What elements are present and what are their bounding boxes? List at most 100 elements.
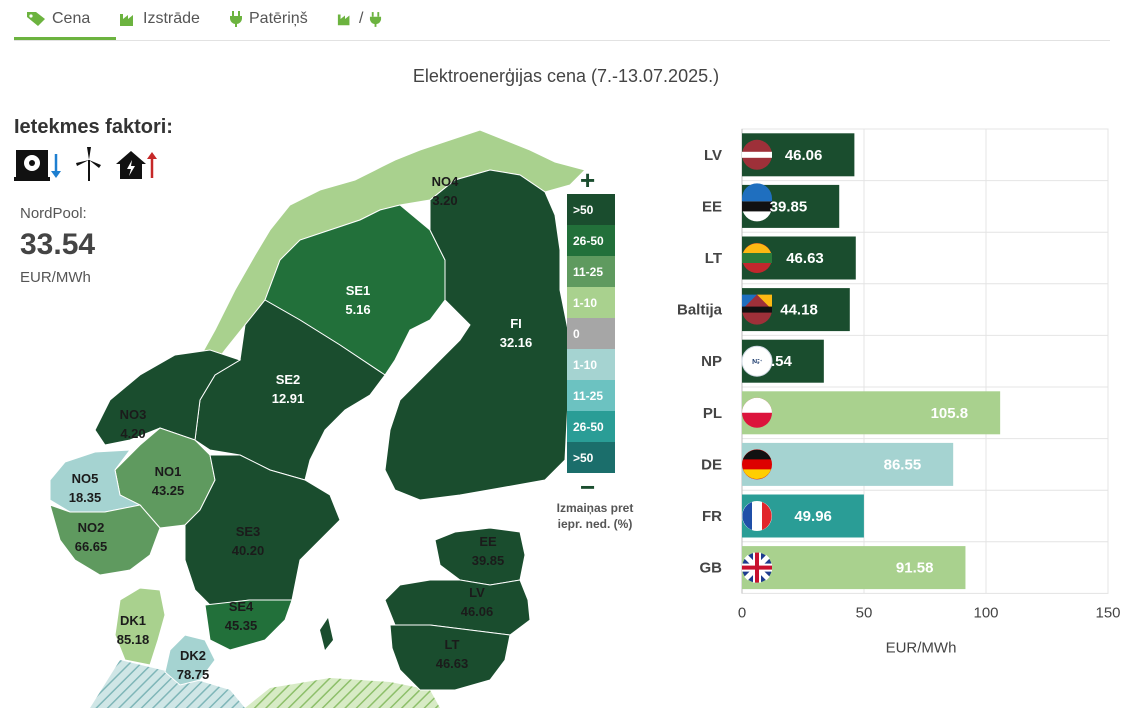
region-value-lt: 46.63 (436, 656, 469, 671)
flag-stripe (742, 201, 772, 212)
legend-item: 1-10 (567, 287, 615, 318)
house-demand-up-icon (116, 151, 157, 179)
region-value-no4: 3.20 (432, 193, 457, 208)
bar-value-label: 46.63 (786, 250, 824, 267)
nordpool-label: NordPool: (20, 205, 87, 222)
region-code-ee: EE (479, 534, 497, 549)
legend-item: 11-25 (567, 256, 615, 287)
region-lt[interactable] (389, 624, 511, 691)
region-fi[interactable] (384, 169, 569, 501)
legend: >50 26-50 11-25 1-10 0 1-10 11-25 26-50 >50 (567, 194, 615, 473)
region-value-no5: 18.35 (69, 490, 102, 505)
legend-item: 1-10 (567, 349, 615, 380)
flag-stripe (743, 243, 771, 253)
legend-plus-icon: + (580, 165, 596, 195)
region-dk2[interactable] (164, 634, 216, 686)
bar-pl[interactable] (742, 391, 1001, 435)
x-axis-title: EUR/MWh (886, 639, 957, 656)
region-value-dk2: 78.75 (177, 667, 210, 682)
region-value-se4: 45.35 (225, 618, 258, 633)
region-no5[interactable] (49, 449, 142, 513)
nordpool-unit: EUR/MWh (20, 269, 91, 286)
flag-stripe (742, 502, 752, 530)
region-value-se1: 5.16 (345, 302, 370, 317)
region-value-ee: 39.85 (472, 553, 505, 568)
region-code-dk2: DK2 (180, 648, 206, 663)
flag-poland-icon (742, 397, 772, 428)
wind-turbine-icon (76, 147, 101, 181)
tab-izstrade-paterins[interactable]: / (337, 0, 382, 38)
region-ee[interactable] (434, 527, 526, 586)
tab-bar: Cena Izstrāde Patēriņš / (14, 0, 1110, 41)
tab-cena[interactable]: Cena (14, 0, 116, 40)
bar-gb[interactable] (742, 546, 966, 590)
region-dk1[interactable] (114, 587, 166, 666)
region-value-no1: 43.25 (152, 483, 185, 498)
bar-de[interactable] (742, 442, 954, 486)
x-tick-label: 0 (738, 604, 746, 621)
region-se3[interactable] (184, 454, 341, 606)
flag-france-icon (742, 501, 772, 531)
x-tick-label: 150 (1095, 604, 1120, 621)
region-code-se4: SE4 (229, 599, 254, 614)
region-code-no3: NO3 (120, 407, 147, 422)
region-code-lv: LV (469, 585, 485, 600)
region-poland-hatch (245, 678, 440, 708)
flag-stripe (742, 397, 772, 413)
tab-izstrade[interactable]: Izstrāde (119, 0, 200, 38)
region-value-se3: 40.20 (232, 543, 265, 558)
tag-icon (27, 11, 45, 26)
category-label: PL (703, 405, 722, 422)
plug-icon (230, 11, 242, 27)
flag-estonia-icon (742, 183, 772, 222)
bar-value-label: 33.54 (754, 353, 792, 370)
legend-item: 0 (567, 318, 615, 349)
flag-stripe (743, 469, 771, 480)
flag-baltics-icon (742, 294, 772, 325)
flag-stripe (742, 253, 772, 263)
region-value-fi: 32.16 (500, 335, 533, 350)
legend-item: >50 (567, 442, 615, 473)
bar-value-label: 46.06 (785, 147, 823, 164)
tab-paterins[interactable]: Patēriņš (229, 0, 308, 38)
region-germany-hatch (90, 660, 245, 708)
flag-stripe (742, 183, 772, 202)
flag-stripe (742, 294, 757, 310)
flag-lithuania-icon (742, 243, 772, 273)
flag-stripe (757, 294, 772, 310)
nuclear-plant-down-icon (14, 150, 61, 181)
tab-label: / (359, 10, 364, 27)
region-no3[interactable] (94, 349, 242, 446)
factory-icon (120, 14, 133, 26)
legend-item: 26-50 (567, 225, 615, 256)
region-value-lv: 46.06 (461, 604, 494, 619)
tab-label: Izstrāde (143, 10, 200, 27)
flag-bg (741, 345, 773, 377)
x-tick-label: 100 (973, 604, 998, 621)
category-label: EE (702, 198, 722, 215)
region-value-no3: 4.20 (120, 426, 145, 441)
region-se4[interactable] (204, 599, 293, 651)
flag-stripe (762, 502, 772, 530)
flag-germany-icon (742, 449, 772, 480)
region-code-fi: FI (510, 316, 522, 331)
nordpool-value: 33.54 (20, 228, 96, 261)
bar-value-label: 49.96 (794, 508, 832, 525)
legend-note: Izmaiņas pret iepr. ned. (%) (556, 501, 634, 531)
region-code-se2: SE2 (276, 372, 301, 387)
region-no2[interactable] (49, 504, 161, 576)
factor-icons (14, 146, 158, 182)
flag-stripe (743, 449, 771, 460)
region-code-no5: NO5 (72, 471, 99, 486)
category-label: Baltija (677, 302, 723, 319)
region-code-no1: NO1 (155, 464, 182, 479)
bar-value-label: 105.8 (931, 405, 969, 422)
region-value-dk1: 85.18 (117, 632, 150, 647)
x-tick-label: 50 (856, 604, 873, 621)
tab-label: Patēriņš (249, 10, 308, 27)
bar-value-label: 91.58 (896, 560, 934, 577)
flag-latvia-icon (742, 139, 772, 170)
legend-minus-icon: − (580, 472, 596, 502)
category-label: LV (704, 147, 722, 164)
